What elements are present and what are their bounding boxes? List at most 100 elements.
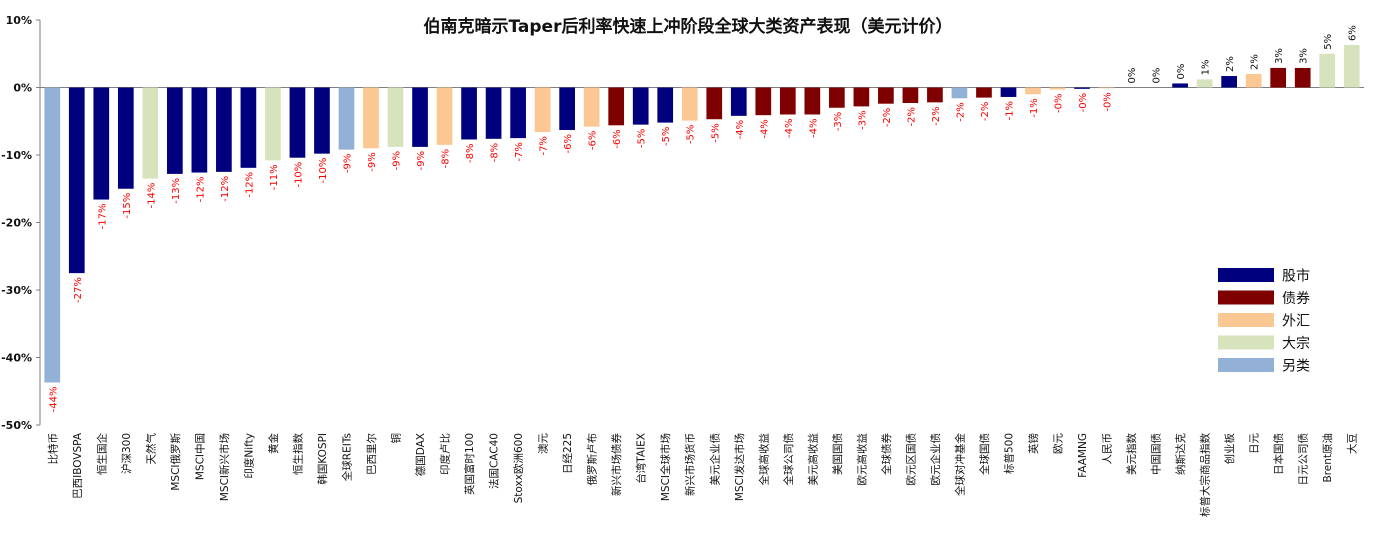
- data-label: -17%: [97, 204, 108, 230]
- data-label: -8%: [441, 149, 452, 168]
- bar: [829, 87, 845, 108]
- bar: [485, 87, 502, 139]
- data-label: -6%: [612, 129, 623, 148]
- data-label: -15%: [122, 193, 133, 219]
- x-tick-label: 巴西里尔: [365, 433, 378, 475]
- y-tick-label: -30%: [1, 284, 32, 297]
- bar: [510, 87, 526, 139]
- x-tick-label: 日元: [1249, 433, 1261, 454]
- data-label: 0%: [1127, 68, 1138, 84]
- bar: [1270, 67, 1287, 88]
- chart-title: 伯南克暗示Taper后利率快速上冲阶段全球大类资产表现（美元计价）: [424, 16, 953, 37]
- bar: [461, 87, 477, 140]
- data-label: -44%: [48, 386, 59, 412]
- data-label: -12%: [244, 172, 255, 198]
- data-label: -27%: [73, 277, 84, 303]
- axis-layer: 10% 0% -10% -20% -30% -40% -50%: [1, 14, 1364, 432]
- data-label: 0%: [1152, 68, 1163, 84]
- x-tick-label: MSCI中国: [193, 433, 206, 480]
- data-label: -0%: [1054, 94, 1065, 113]
- bar: [951, 87, 968, 99]
- legend-label: 大宗: [1282, 336, 1310, 352]
- x-tick-label: 恒生指数: [291, 433, 304, 475]
- data-label: -3%: [833, 112, 844, 131]
- bar: [142, 87, 159, 179]
- data-label: -7%: [514, 142, 525, 161]
- bar: [853, 87, 870, 107]
- x-tick-label: 俄罗斯卢布: [586, 433, 599, 486]
- data-label: -5%: [686, 125, 697, 144]
- data-label: -6%: [563, 134, 574, 153]
- bar: [412, 87, 428, 147]
- bar: [1074, 87, 1090, 89]
- data-label: -12%: [220, 176, 231, 202]
- data-label: 5%: [1323, 34, 1334, 50]
- bar: [902, 87, 919, 104]
- bar: [1098, 87, 1115, 89]
- data-label: 3%: [1299, 48, 1310, 64]
- x-tick-label: 英国富时100: [463, 433, 476, 495]
- data-label: -0%: [1103, 92, 1114, 111]
- y-tick-label: 10%: [6, 14, 32, 27]
- data-label: -4%: [759, 119, 770, 138]
- bar: [1221, 76, 1237, 88]
- legend-swatch: [1218, 358, 1274, 372]
- bar: [1000, 87, 1017, 97]
- bar: [1025, 87, 1041, 95]
- data-label: 6%: [1348, 25, 1359, 41]
- data-label: -2%: [882, 108, 893, 127]
- x-tick-label: 美国国债: [831, 433, 844, 475]
- bar: [117, 87, 134, 189]
- x-tick-label: 标普500: [1002, 433, 1015, 474]
- bar: [681, 87, 698, 121]
- bar: [1049, 87, 1066, 90]
- data-label: -8%: [465, 143, 476, 162]
- data-label: -12%: [195, 177, 206, 203]
- x-tick-labels-layer: 比特币 巴西IBOVSPA 恒生国企 沪深300 天然气 MSCI俄罗斯 MSCI中国 MSC…: [46, 432, 1358, 517]
- bar: [314, 87, 330, 154]
- bar: [657, 87, 674, 123]
- data-label: -4%: [808, 119, 819, 138]
- data-label: -2%: [906, 107, 917, 126]
- legend-label: 外汇: [1282, 314, 1310, 330]
- data-label: -1%: [1029, 98, 1040, 117]
- x-tick-label: 沪深300: [120, 433, 133, 474]
- bar: [93, 87, 110, 200]
- bar: [976, 87, 992, 98]
- x-tick-label: Stoxx欧洲600: [513, 433, 525, 503]
- bar: [632, 87, 649, 125]
- x-tick-label: 中国国债: [1150, 433, 1163, 475]
- x-tick-label: MSCI全球市场: [659, 433, 672, 501]
- data-label: -2%: [931, 106, 942, 125]
- x-tick-label: 恒生国企: [95, 433, 108, 475]
- data-label: -9%: [416, 151, 427, 170]
- x-tick-label: 欧元: [1053, 433, 1065, 454]
- x-tick-label: 韩国KOSPI: [316, 433, 329, 485]
- x-tick-label: 欧元区国债: [904, 433, 917, 486]
- x-tick-label: 美元企业债: [708, 433, 721, 486]
- bar: [730, 87, 747, 116]
- y-tick-label: -20%: [1, 217, 32, 230]
- x-tick-label: 全球高收益: [757, 433, 770, 486]
- data-label: -4%: [735, 120, 746, 139]
- x-tick-label: 英镑: [1027, 433, 1040, 454]
- data-label: -11%: [269, 164, 280, 190]
- x-tick-label: MSCI新兴市场: [218, 433, 231, 501]
- data-label: -8%: [490, 143, 501, 162]
- bar: [1196, 79, 1213, 88]
- bar: [167, 87, 183, 174]
- bar: [878, 87, 894, 104]
- data-label: -5%: [637, 129, 648, 148]
- bar: [1172, 83, 1188, 88]
- x-tick-label: 日本国债: [1272, 433, 1285, 475]
- data-label: -2%: [980, 102, 991, 121]
- x-tick-label: 美元指数: [1125, 433, 1138, 475]
- data-label: -2%: [955, 102, 966, 121]
- data-label: 2%: [1225, 56, 1236, 72]
- y-tick-label: -10%: [1, 149, 32, 162]
- bar: [779, 87, 796, 115]
- legend-swatch: [1218, 290, 1274, 305]
- x-tick-label: 全球公司债: [782, 433, 795, 486]
- legend-label: 股市: [1282, 268, 1310, 285]
- data-label: -4%: [784, 119, 795, 138]
